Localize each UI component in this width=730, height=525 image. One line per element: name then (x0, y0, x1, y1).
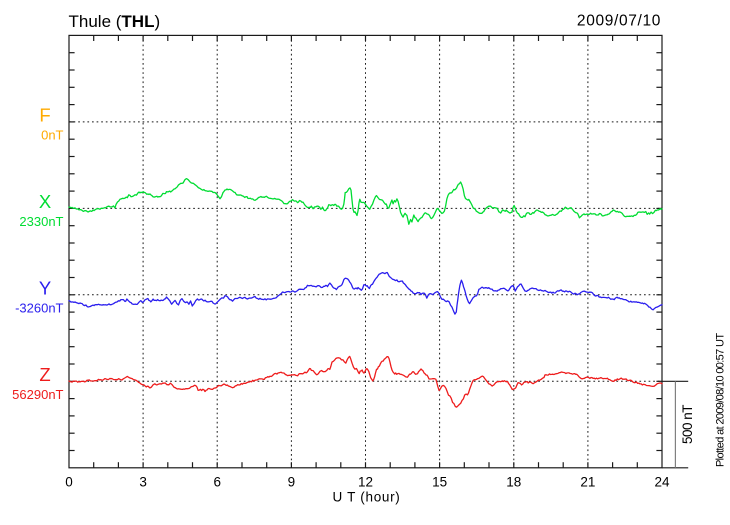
svg-text:2009/07/10: 2009/07/10 (577, 13, 661, 30)
svg-text:15: 15 (432, 475, 447, 490)
svg-text:24: 24 (654, 475, 670, 490)
svg-text:F: F (39, 105, 50, 126)
svg-text:0nT: 0nT (41, 127, 63, 142)
svg-text:Plotted at 2009/08/10 00:57 UT: Plotted at 2009/08/10 00:57 UT (715, 333, 727, 467)
svg-text:3: 3 (139, 475, 147, 490)
svg-text:9: 9 (288, 475, 296, 490)
svg-text:21: 21 (580, 475, 595, 490)
svg-text:12: 12 (358, 475, 373, 490)
svg-text:-3260nT: -3260nT (15, 300, 63, 315)
svg-text:Y: Y (39, 278, 51, 299)
svg-text:56290nT: 56290nT (12, 387, 63, 402)
svg-text:18: 18 (506, 475, 521, 490)
svg-text:2330nT: 2330nT (19, 214, 63, 229)
svg-text:500 nT: 500 nT (680, 405, 695, 444)
svg-text:Thule (THL): Thule (THL) (69, 12, 161, 31)
svg-text:Z: Z (39, 364, 50, 385)
svg-text:0: 0 (65, 475, 73, 490)
svg-text:6: 6 (213, 475, 221, 490)
svg-text:X: X (39, 191, 51, 212)
svg-text:U T (hour): U T (hour) (332, 490, 400, 505)
